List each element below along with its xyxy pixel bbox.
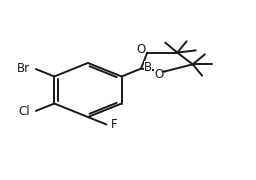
Text: O: O	[154, 68, 163, 81]
Text: Cl: Cl	[18, 105, 30, 118]
Text: B: B	[144, 61, 152, 74]
Text: Br: Br	[16, 62, 30, 75]
Text: O: O	[136, 43, 145, 56]
Text: F: F	[111, 118, 118, 131]
